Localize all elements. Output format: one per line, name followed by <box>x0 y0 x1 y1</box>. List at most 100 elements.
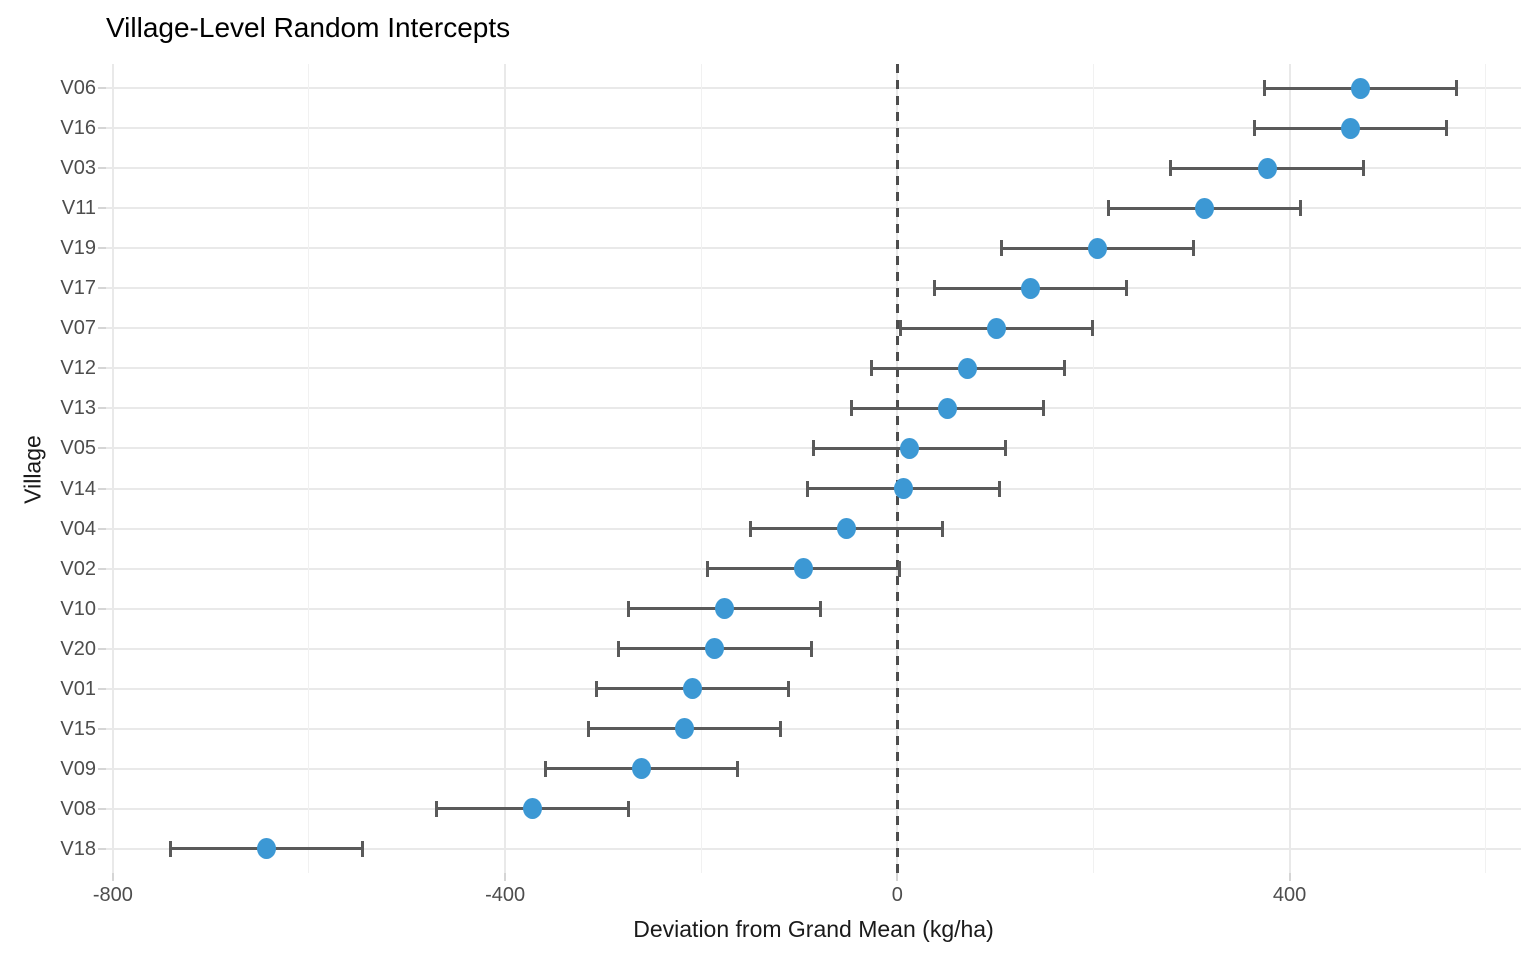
y-axis-tick <box>98 207 106 210</box>
errorbar-cap-right <box>627 800 631 817</box>
errorbar-cap-left <box>849 400 853 417</box>
errorbar-cap-left <box>434 800 438 817</box>
x-tick-label: -800 <box>92 884 133 906</box>
errorbar-cap-left <box>999 240 1003 257</box>
y-tick-label: V05 <box>60 437 96 460</box>
errorbar-cap-right <box>1003 440 1007 457</box>
x-axis-tick <box>896 873 899 881</box>
errorbar-cap-left <box>543 760 547 777</box>
errorbar-cap-left <box>627 600 631 617</box>
x-minor-gridline <box>1485 64 1487 873</box>
x-axis-title: Deviation from Grand Mean (kg/ha) <box>633 916 994 942</box>
y-tick-label: V20 <box>60 637 96 660</box>
x-minor-gridline <box>700 64 702 873</box>
y-tick-label: V08 <box>60 797 96 820</box>
y-axis-tick <box>98 407 106 410</box>
errorbar-cap-right <box>361 840 365 857</box>
errorbar-cap-left <box>748 520 752 537</box>
errorbar-cap-left <box>705 560 709 577</box>
y-gridline <box>106 687 1521 690</box>
y-gridline <box>106 207 1521 210</box>
y-gridline <box>106 247 1521 250</box>
y-axis-tick <box>98 567 106 570</box>
y-tick-label: V07 <box>60 317 96 340</box>
errorbar-cap-left <box>898 320 902 337</box>
y-axis-tick <box>98 767 106 770</box>
y-axis-tick <box>98 247 106 250</box>
point-V05 <box>899 437 919 459</box>
errorbar-cap-left <box>169 840 173 857</box>
errorbar-cap-right <box>940 520 944 537</box>
point-V13 <box>937 397 957 419</box>
x-major-gridline <box>1288 64 1291 873</box>
point-V18 <box>257 838 277 860</box>
point-V10 <box>715 598 735 620</box>
point-V08 <box>523 798 543 820</box>
y-tick-label: V13 <box>60 397 96 420</box>
errorbar-cap-right <box>1298 200 1302 217</box>
point-V04 <box>836 518 856 540</box>
y-gridline <box>106 407 1521 410</box>
errorbar-cap-right <box>736 760 739 777</box>
y-gridline <box>106 847 1521 850</box>
x-major-gridline <box>504 64 507 873</box>
y-tick-label: V03 <box>60 157 96 180</box>
y-tick-label: V10 <box>60 597 96 620</box>
y-tick-label: V04 <box>60 517 96 540</box>
y-gridline <box>106 127 1521 130</box>
point-V20 <box>705 638 725 660</box>
y-tick-label: V11 <box>61 197 96 220</box>
y-tick-label: V01 <box>60 677 96 700</box>
errorbar-cap-right <box>1062 360 1066 377</box>
point-V19 <box>1087 237 1107 259</box>
errorbar-cap-right <box>1041 400 1045 417</box>
y-axis-tick <box>98 87 106 90</box>
x-tick-label: 0 <box>891 884 903 906</box>
errorbar-cap-left <box>811 440 815 457</box>
y-gridline <box>106 287 1521 290</box>
y-tick-label: V14 <box>60 477 96 500</box>
x-axis-tick <box>1288 873 1291 881</box>
point-V15 <box>675 718 695 740</box>
errorbar-cap-right <box>1090 320 1094 337</box>
point-V09 <box>631 758 651 780</box>
errorbar-cap-left <box>933 280 937 297</box>
y-tick-label: V12 <box>60 357 96 380</box>
y-gridline <box>106 87 1521 90</box>
errorbar-cap-left <box>1262 80 1266 97</box>
errorbar-cap-right <box>809 640 813 657</box>
y-tick-label: V15 <box>60 717 96 740</box>
errorbar-cap-left <box>870 360 874 377</box>
y-axis-tick <box>98 807 106 810</box>
errorbar-cap-right <box>1191 240 1195 257</box>
errorbar-cap-right <box>786 680 790 697</box>
point-V03 <box>1257 157 1277 179</box>
errorbar-cap-right <box>779 720 783 737</box>
y-tick-label: V09 <box>60 757 96 780</box>
y-axis-tick <box>98 487 106 490</box>
y-gridline <box>106 367 1521 370</box>
point-V12 <box>958 357 978 379</box>
y-axis-tick <box>98 727 106 730</box>
point-V06 <box>1350 77 1370 99</box>
errorbar-cap-right <box>1361 160 1365 177</box>
point-V14 <box>893 478 913 500</box>
errorbar-cap-left <box>617 640 621 657</box>
point-V11 <box>1194 197 1214 219</box>
errorbar-cap-right <box>1125 280 1129 297</box>
y-axis-tick <box>98 447 106 450</box>
y-gridline <box>106 807 1521 810</box>
y-axis-tick <box>98 527 106 530</box>
y-gridline <box>106 647 1521 650</box>
y-tick-label: V19 <box>60 237 96 260</box>
point-V01 <box>682 678 702 700</box>
y-axis-tick <box>98 607 106 610</box>
y-tick-label: V16 <box>60 117 96 140</box>
errorbar-cap-left <box>805 480 809 497</box>
y-gridline <box>106 167 1521 170</box>
errorbar-cap-right <box>819 600 823 617</box>
chart-title: Village-Level Random Intercepts <box>106 12 511 43</box>
y-axis-tick <box>98 167 106 170</box>
y-gridline <box>106 727 1521 730</box>
zero-reference-line <box>895 64 899 873</box>
